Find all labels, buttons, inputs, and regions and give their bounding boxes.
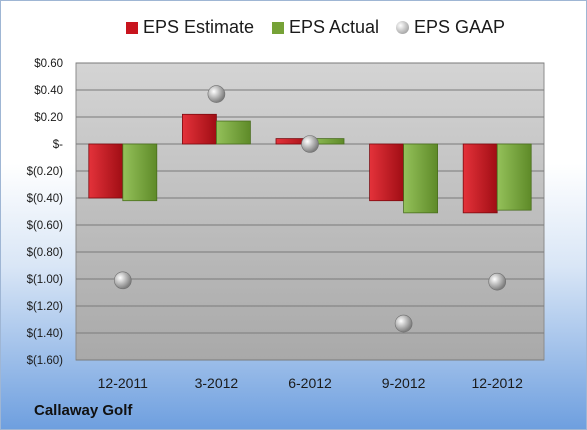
legend-item-eps-estimate: EPS Estimate: [126, 17, 254, 38]
x-tick-label: 6-2012: [288, 375, 332, 391]
legend-swatch-gaap: [396, 21, 409, 34]
legend-label-gaap: EPS GAAP: [414, 17, 506, 37]
eps-gaap-marker: [394, 314, 413, 333]
x-tick-label: 12-2011: [98, 375, 149, 391]
y-tick-label: $0.20: [34, 112, 63, 124]
legend-item-eps-gaap: EPS GAAP: [396, 17, 505, 38]
y-tick-label: $(0.60): [27, 220, 64, 232]
x-tick-label: 12-2012: [472, 375, 524, 391]
eps-gaap-marker: [207, 85, 226, 103]
legend-swatch-actual: [272, 21, 284, 34]
eps-estimate-bar: [181, 113, 217, 145]
y-tick-label: $(1.20): [27, 301, 64, 313]
eps-actual-bar: [496, 143, 532, 211]
y-tick-label: $0.40: [34, 85, 63, 97]
eps-estimate-bar: [369, 143, 405, 202]
eps-estimate-bar: [88, 143, 124, 199]
legend: EPS Estimate EPS Actual EPS GAAP: [1, 17, 586, 43]
y-tick-label: $(1.00): [27, 274, 64, 286]
eps-gaap-marker: [114, 271, 132, 290]
company-label: Callaway Golf: [34, 402, 133, 419]
legend-swatch-estimate: [126, 21, 138, 34]
y-tick-label: $(1.60): [27, 355, 64, 367]
legend-label-estimate: EPS Estimate: [143, 17, 255, 37]
x-tick-label: 9-2012: [382, 375, 426, 391]
y-tick-label: $-: [53, 139, 63, 151]
y-tick-label: $0.60: [34, 58, 63, 70]
eps-estimate-bar: [462, 143, 498, 214]
legend-item-eps-actual: EPS Actual: [272, 17, 379, 38]
y-tick-label: $(1.40): [27, 328, 64, 340]
y-tick-label: $(0.20): [27, 166, 64, 178]
eps-gaap-marker: [488, 272, 507, 291]
y-tick-label: $(0.80): [27, 247, 64, 259]
eps-gaap-marker: [301, 135, 319, 153]
eps-actual-bar: [403, 143, 439, 214]
y-tick-label: $(0.40): [27, 193, 64, 205]
eps-actual-bar: [122, 143, 158, 202]
legend-label-actual: EPS Actual: [289, 17, 380, 37]
eps-actual-bar: [215, 120, 251, 145]
x-tick-label: 3-2012: [195, 375, 239, 391]
